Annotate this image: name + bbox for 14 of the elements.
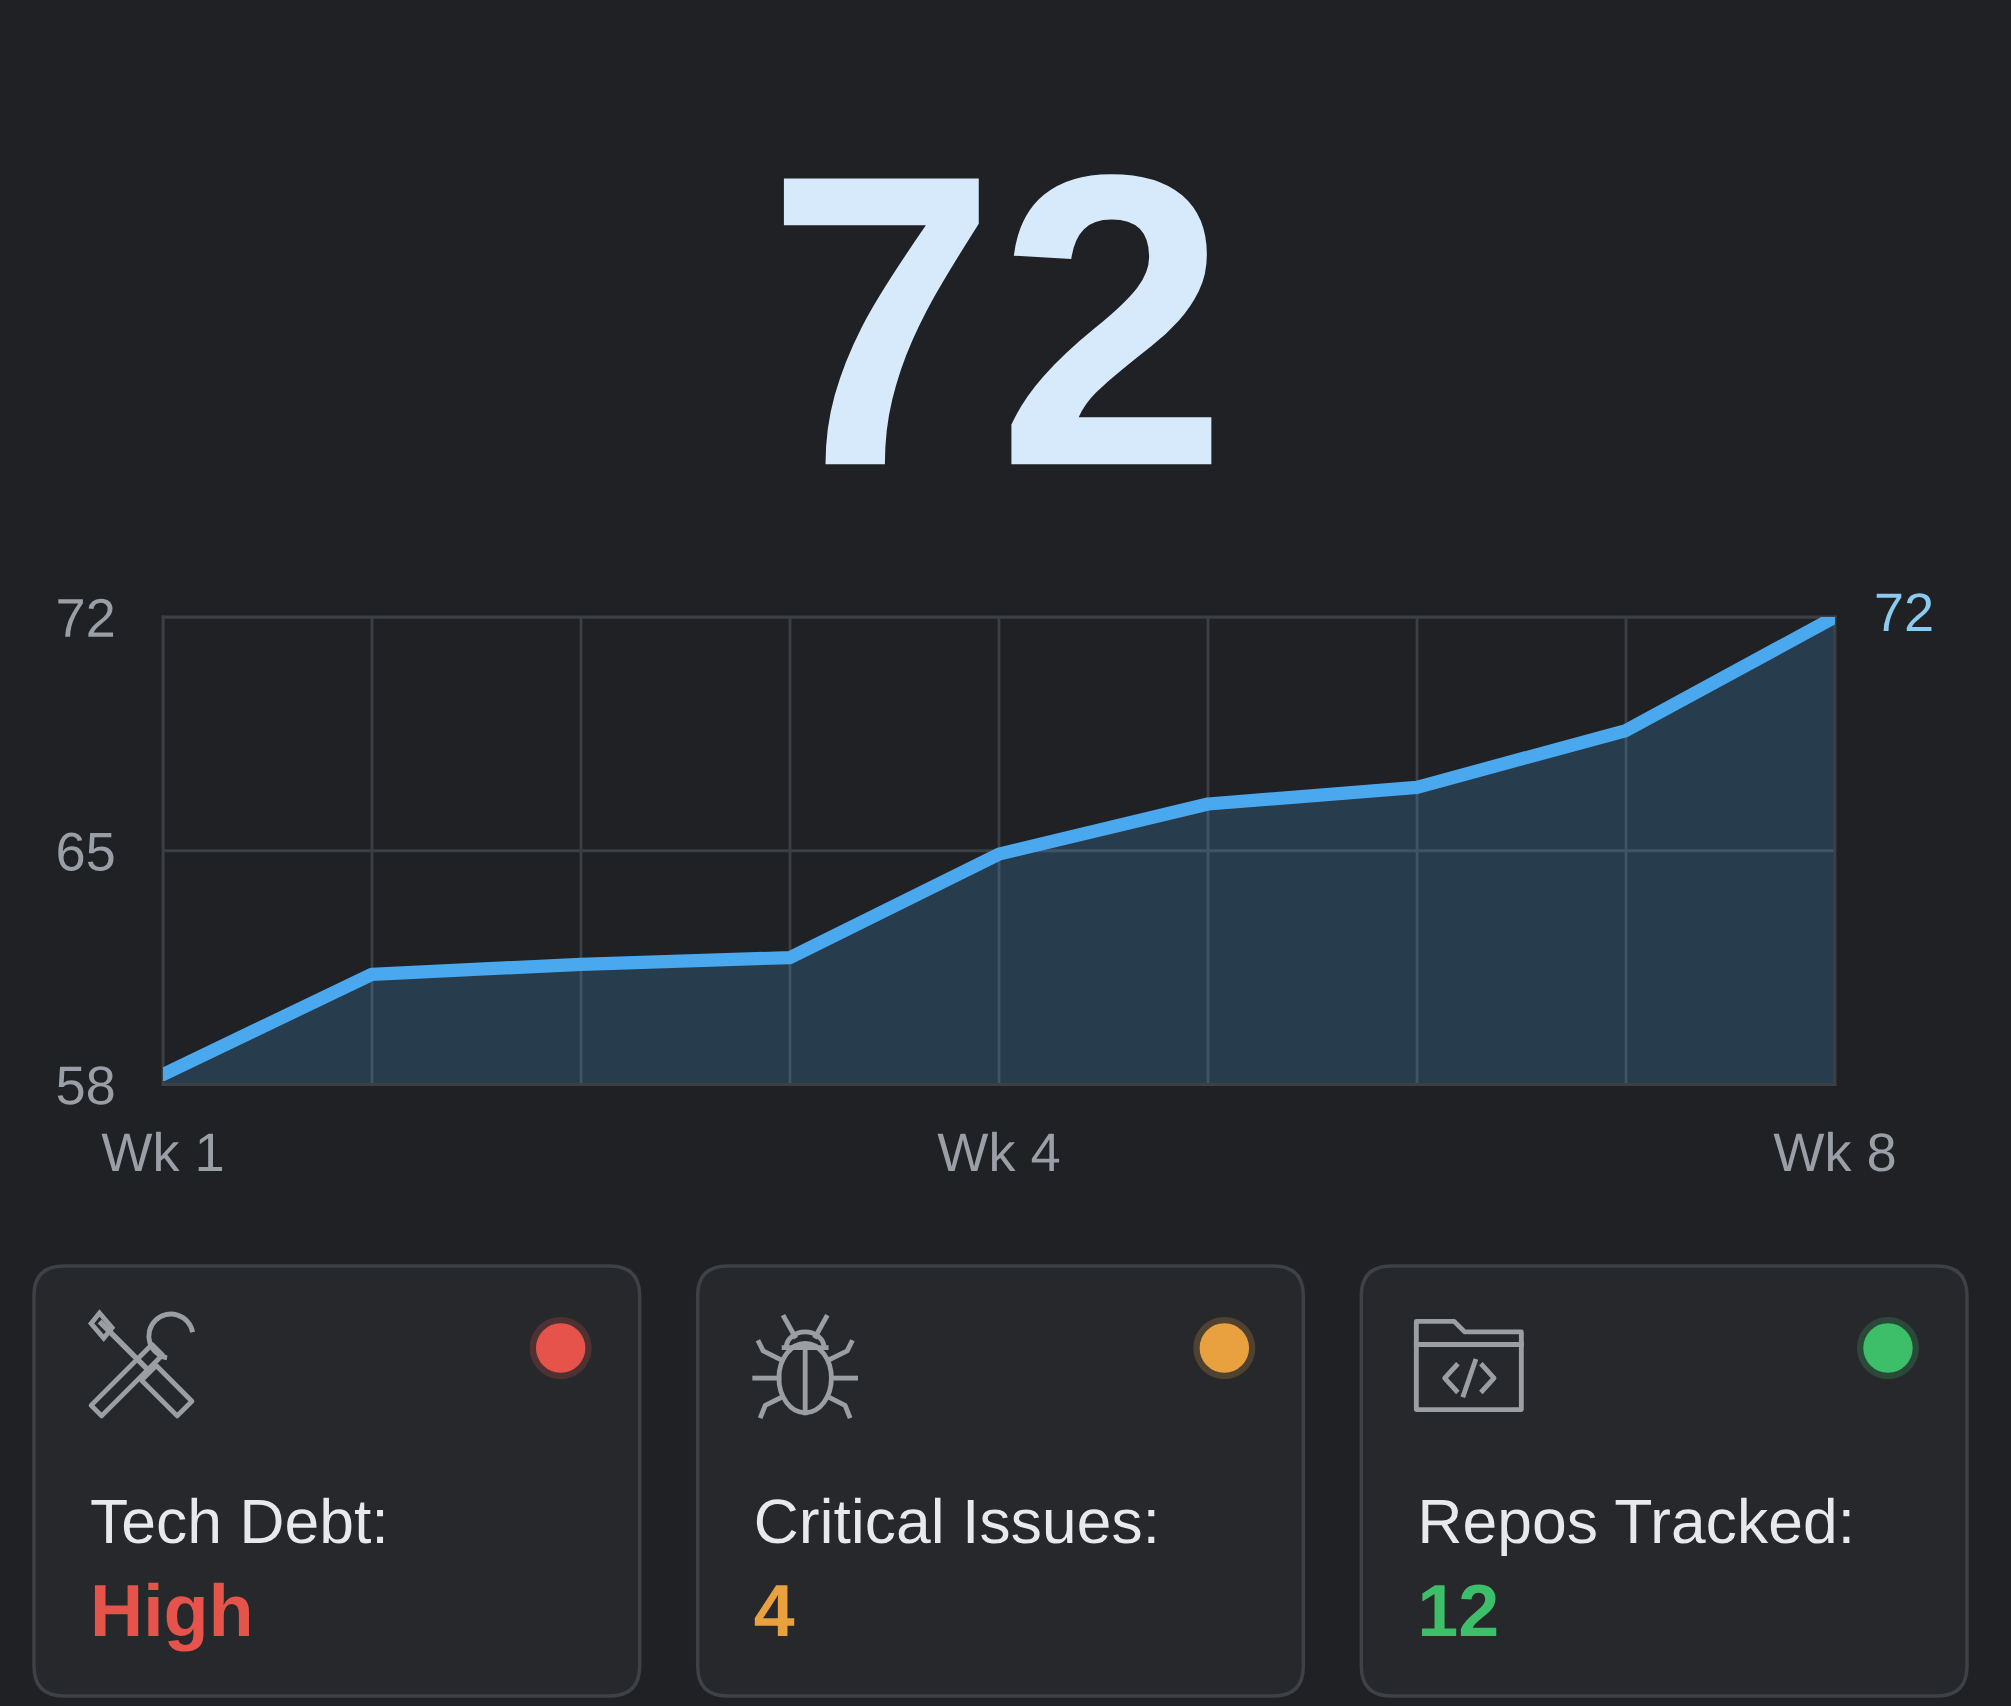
text: Critical Issues: <box>756 1497 1155 1544</box>
text: Tech Debt: <box>91 1497 384 1544</box>
y-tick-label: 72 <box>58 598 114 637</box>
text: High <box>94 1582 249 1652</box>
chart-title: 72 <box>783 174 1212 465</box>
data-label: 72 <box>1876 593 1932 632</box>
y-tick-label: 58 <box>57 1066 114 1105</box>
x-tick-label: Wk 1 <box>101 1131 223 1171</box>
x-tick-label: Wk 4 <box>937 1131 1060 1171</box>
text: Repos Tracked: <box>1422 1497 1850 1556</box>
text: 12 <box>1421 1584 1497 1636</box>
y-tick-label: 65 <box>58 832 114 871</box>
x-tick-label: Wk 8 <box>1773 1131 1895 1172</box>
text: 4 <box>754 1585 795 1636</box>
